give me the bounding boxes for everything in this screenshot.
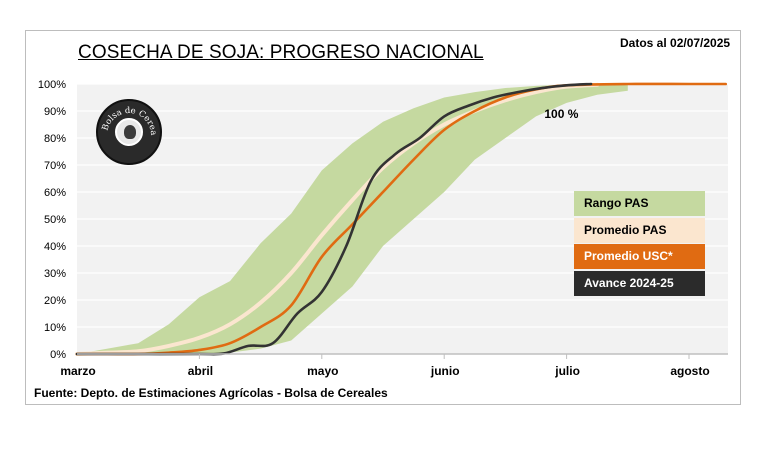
- y-tick-label: 80%: [44, 133, 66, 145]
- x-tick-label: marzo: [60, 364, 95, 378]
- y-tick-label: 10%: [44, 322, 66, 334]
- y-tick-label: 40%: [44, 241, 66, 253]
- x-tick-label: julio: [554, 364, 580, 378]
- annotations: 100 %: [544, 107, 578, 121]
- y-tick-label: 30%: [44, 268, 66, 280]
- portrait-icon: [124, 125, 136, 139]
- y-tick-label: 20%: [44, 295, 66, 307]
- x-tick-label: agosto: [670, 364, 709, 378]
- legend-item-promedio-usc: Promedio USC*: [574, 244, 705, 269]
- chart-title: COSECHA DE SOJA: PROGRESO NACIONAL: [78, 42, 484, 63]
- x-tick-label: abril: [188, 364, 213, 378]
- y-tick-label: 0%: [50, 349, 66, 361]
- axes-group: [77, 353, 728, 359]
- x-axis-labels: marzo abril mayo junio julio agosto: [60, 364, 709, 378]
- logo-medallion: [115, 118, 143, 146]
- y-axis-labels: 0% 10% 20% 30% 40% 50% 60% 70% 80% 90% 100%: [38, 79, 66, 361]
- legend-item-avance: Avance 2024-25: [574, 271, 705, 296]
- y-tick-label: 60%: [44, 187, 66, 199]
- bolsa-de-cereales-logo: Bolsa de Cereales: [96, 99, 162, 165]
- y-tick-label: 90%: [44, 106, 66, 118]
- annotation-label: 100 %: [544, 107, 578, 121]
- y-tick-label: 100%: [38, 79, 66, 91]
- source-note: Fuente: Depto. de Estimaciones Agrícolas…: [34, 386, 388, 400]
- y-tick-label: 50%: [44, 214, 66, 226]
- x-tick-label: junio: [430, 364, 460, 378]
- series-line-promedio-pas: [75, 82, 600, 356]
- series-band-rango-pas: [77, 84, 628, 354]
- y-tick-label: 70%: [44, 160, 66, 172]
- x-tick-label: mayo: [307, 364, 338, 378]
- legend-item-rango-pas: Rango PAS: [574, 191, 705, 216]
- data-date-label: Datos al 02/07/2025: [620, 36, 731, 50]
- legend-item-promedio-pas: Promedio PAS: [574, 218, 705, 243]
